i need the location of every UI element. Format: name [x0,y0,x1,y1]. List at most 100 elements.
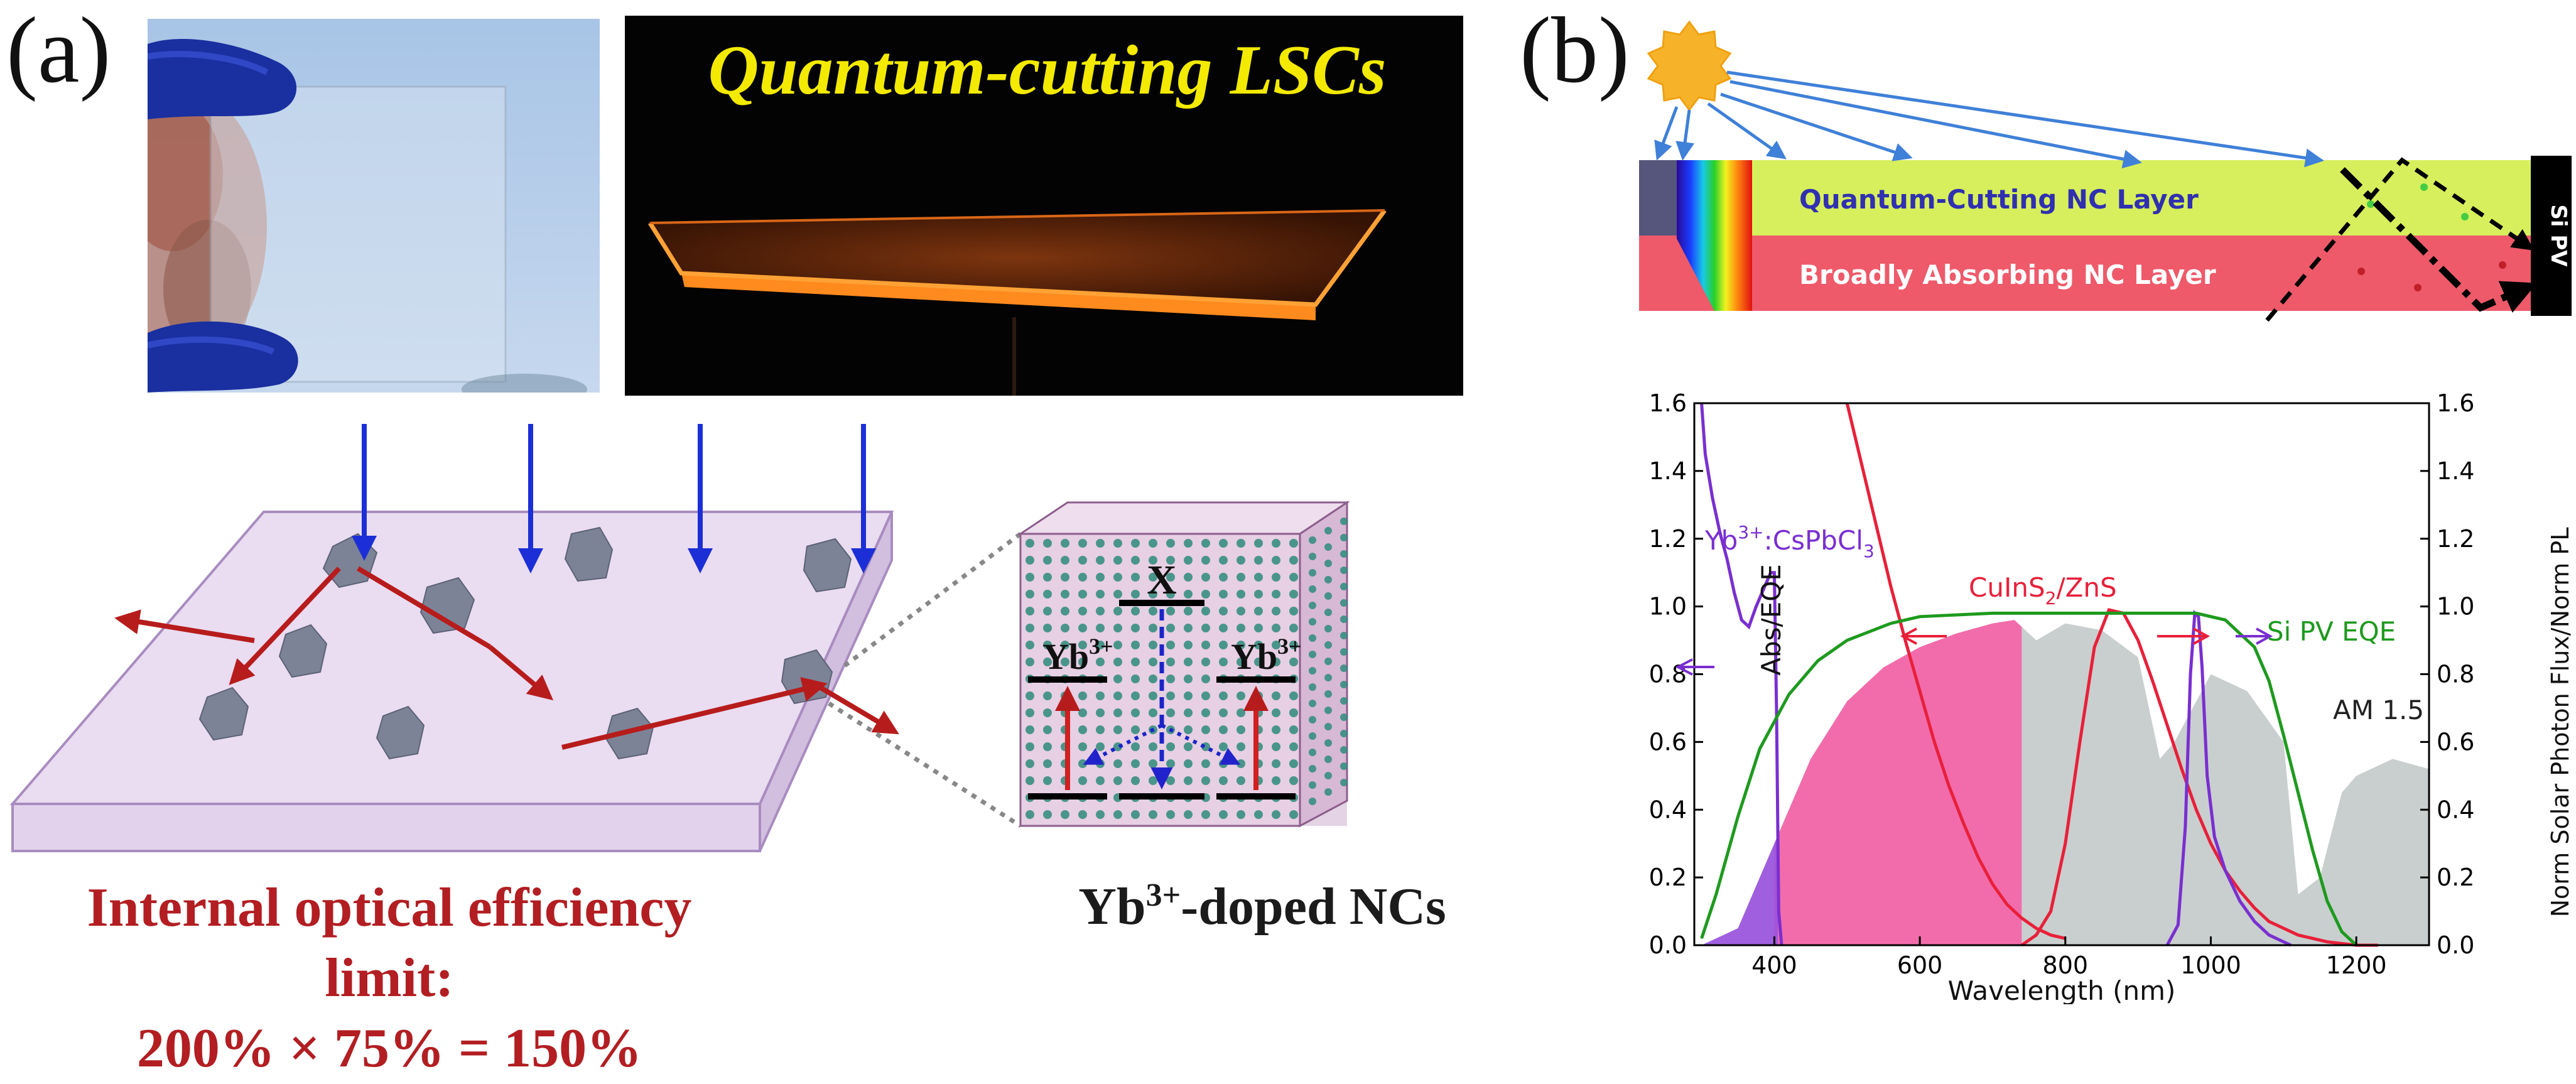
efficiency-limit-text: Internal optical efficiency limit: 200% … [50,873,728,1084]
lattice-atom [1254,658,1263,666]
lattice-atom [1131,725,1140,734]
lattice-atom [1113,675,1122,683]
lattice-atom [1309,749,1316,756]
lattice-atom [1113,624,1122,632]
y-tick-label-left: 0.6 [1649,728,1687,756]
nc-cube [564,526,614,582]
quantum-cutting-layer [1639,160,2531,236]
emission-arrow [229,566,341,685]
lattice-atom [1043,658,1052,666]
lattice-atom [1131,708,1140,717]
lattice-atom [1184,691,1193,700]
nc-cube [376,705,425,760]
lattice-atom [1272,725,1280,734]
lattice-atom [1149,776,1157,785]
lattice-atom [1340,518,1348,525]
lattice-atom [1113,810,1122,819]
lattice-atom [1113,590,1122,599]
spectrum-split-icon [1677,160,1752,311]
lattice-atom [1113,759,1122,768]
series-line-cuins2-zns-absorption [1845,403,2066,940]
lattice-atom [1166,675,1175,683]
lattice-atom [1149,691,1157,700]
lattice-atom [1131,556,1140,565]
lattice-atom [1272,607,1280,615]
lattice-atom [1309,585,1316,593]
lattice-atom [1149,810,1157,819]
lattice-atom [1201,607,1210,615]
lattice-atom [1078,607,1087,615]
lattice-atom [1078,641,1087,649]
lattice-atom [1272,759,1280,768]
lattice-atom [1078,810,1087,819]
lattice-atom [1309,667,1316,675]
lattice-atom [1237,708,1245,717]
lattice-atom [1340,762,1348,770]
lattice-atom [1096,776,1105,785]
lattice-atom [1340,566,1348,574]
lattice-atom [1043,759,1052,768]
lattice-atom [1324,772,1332,779]
lattice-atom [1324,609,1332,616]
lattice-atom [1149,590,1157,599]
lattice-atom [1184,573,1193,582]
lattice-atom [1309,536,1316,544]
nc-crystal-lattice: X Yb3+ Yb3+ [1017,501,1350,828]
lattice-atom [1026,624,1034,632]
lattice-atom [1237,742,1245,751]
lattice-atom [1201,810,1210,819]
waveguide-path-dashed [2265,157,2535,322]
lattice-atom [1289,573,1298,582]
lattice-atom [1289,776,1298,785]
lattice-atom [1149,708,1157,717]
lattice-atom [1219,539,1228,548]
lattice-atom [1201,624,1210,632]
lattice-atom [1289,590,1298,599]
lattice-atom [1309,569,1316,577]
y-tick-label-right: 1.2 [2437,525,2474,553]
lattice-atom [1184,607,1193,615]
lattice-atom [1272,573,1280,582]
lattice-atom [1131,624,1140,632]
lattice-atom [1324,543,1332,551]
lattice-atom [1254,607,1263,615]
red-dots [2357,261,2506,291]
lattice-atom [1043,556,1052,565]
lattice-atom [1219,742,1228,751]
lsc-device-diagram: Si PV Quantum-Cutting NC Layer Broadly A… [1639,20,2572,322]
lattice-atom [1324,576,1332,583]
y-tick-label-right: 0.2 [2437,864,2474,891]
photo-title: Quantum-cutting LSCs [708,31,1387,109]
lattice-atom [1237,607,1245,615]
lattice-atom [1061,590,1069,599]
lattice-atom [1309,716,1316,724]
lattice-atom [1201,658,1210,666]
lattice-atom [1166,776,1175,785]
y-axis-label-left: Abs/EQE [1756,564,1787,676]
lattice-atom [1131,641,1140,649]
x-tick-label: 800 [2043,951,2089,979]
lattice-atom [1289,742,1298,751]
layer-top-label: Quantum-Cutting NC Layer [1799,184,2199,215]
nc-cube [419,577,475,634]
lattice-atom [1340,615,1348,623]
lattice-atom [1309,700,1316,707]
lattice-atom [1078,590,1087,599]
x-tick-label: 1200 [2326,951,2387,979]
lattice-atom [1184,810,1193,819]
lattice-atom [1289,810,1298,819]
lattice-atom [1078,556,1087,565]
lattice-atom [1026,759,1034,768]
lattice-atom [1201,691,1210,700]
lattice-atom [1272,810,1280,819]
lattice-atom [1237,624,1245,632]
lattice-atom [1184,725,1193,734]
lattice-atom [1237,590,1245,599]
lattice-atom [1113,725,1122,734]
lattice-atom [1219,759,1228,768]
lattice-atom [1131,742,1140,751]
lattice-atom [1184,759,1193,768]
lattice-atom [1131,810,1140,819]
lattice-atom [1026,607,1034,615]
lattice-atom [1272,624,1280,632]
